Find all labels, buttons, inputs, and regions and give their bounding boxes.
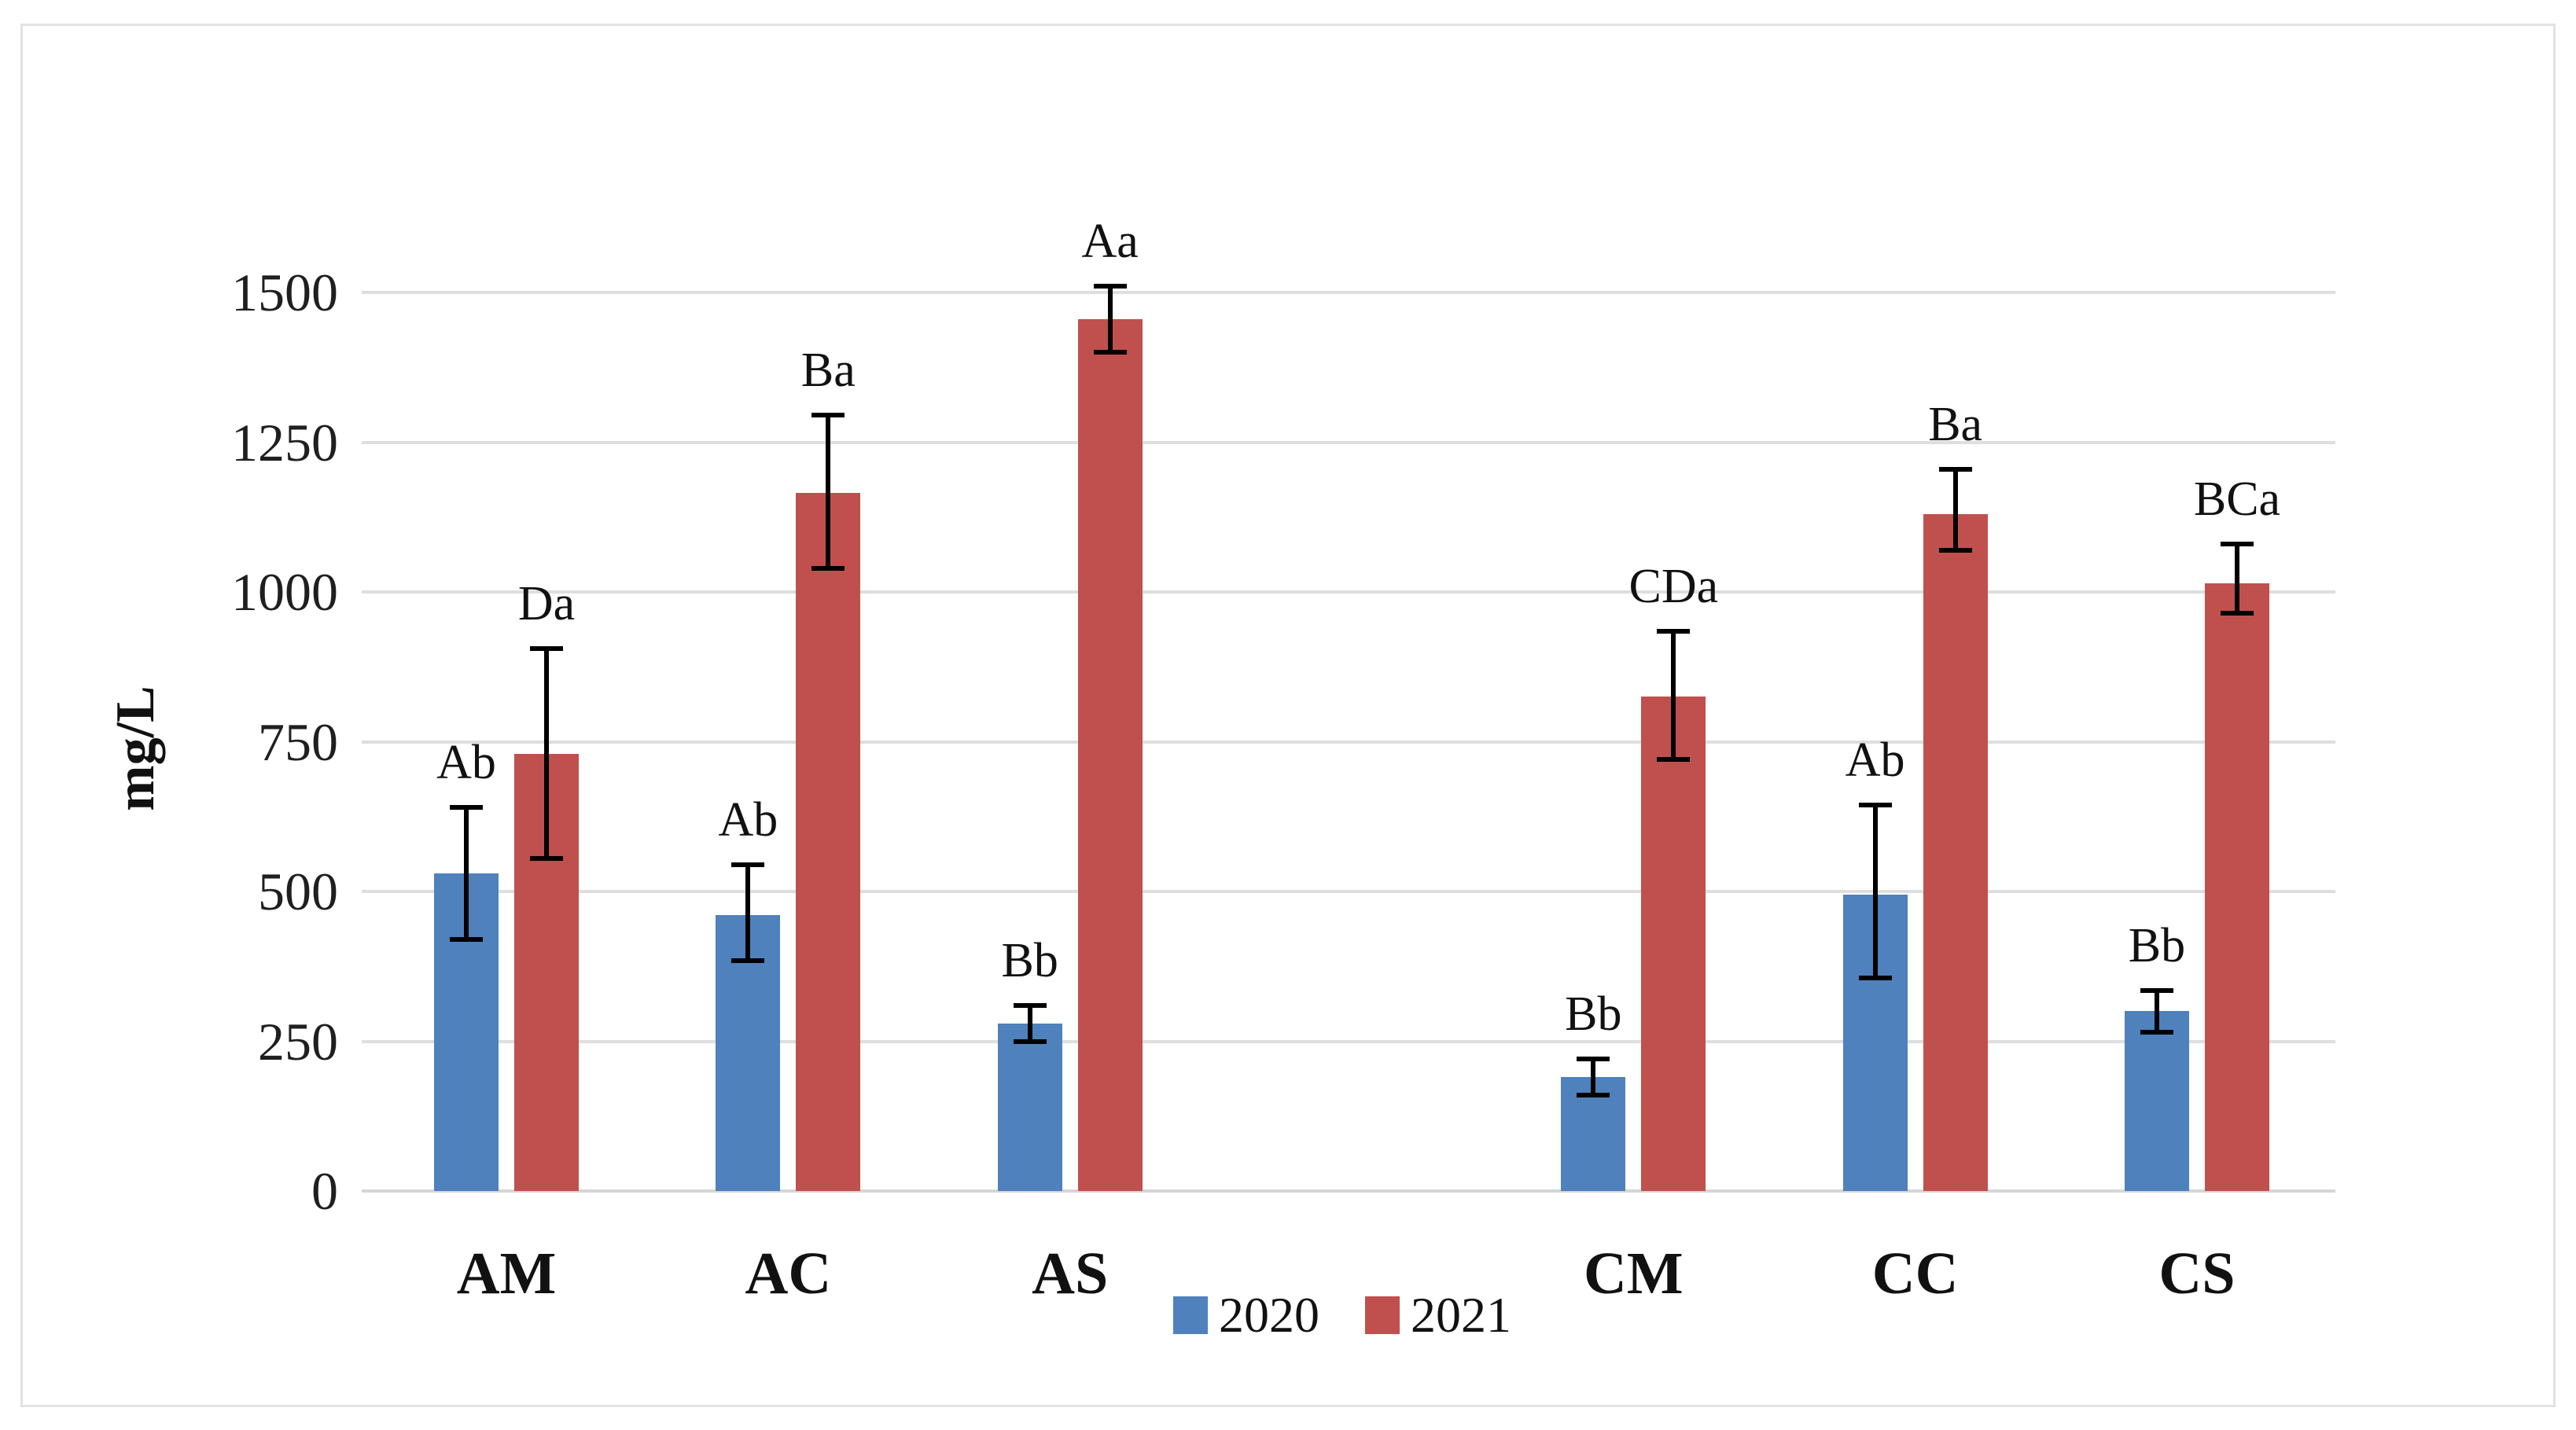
gridline xyxy=(362,440,2335,444)
error-bar-cap-top xyxy=(1938,466,1972,472)
error-bar-cap-bottom xyxy=(1938,547,1972,553)
error-bar-stem xyxy=(544,649,549,859)
error-bar-cap-bottom xyxy=(1577,1093,1610,1098)
error-bar-cap-top xyxy=(1013,1002,1047,1008)
error-bar-stem xyxy=(826,415,831,568)
x-axis-line xyxy=(362,1189,2335,1193)
bar-2021-CS xyxy=(2204,583,2269,1191)
bar-2021-CC xyxy=(1923,513,1988,1191)
error-bar-stem xyxy=(2154,990,2159,1033)
error-bar-cap-bottom xyxy=(2220,610,2254,616)
x-label-AM: AM xyxy=(456,1241,557,1307)
significance-letter: Ab xyxy=(436,736,496,790)
y-tick-label: 1500 xyxy=(231,263,338,322)
legend-swatch-2020 xyxy=(1173,1296,1208,1334)
x-label-AS: AS xyxy=(1032,1241,1109,1307)
significance-letter: Bb xyxy=(1565,987,1622,1042)
error-bar-cap-top xyxy=(811,413,845,418)
x-label-CM: CM xyxy=(1584,1241,1684,1307)
error-bar-stem xyxy=(1027,1005,1032,1042)
gridline xyxy=(362,291,2335,294)
x-label-CC: CC xyxy=(1871,1241,1959,1307)
significance-letter: Ab xyxy=(1845,733,1905,787)
significance-letter: Ab xyxy=(718,792,778,847)
y-tick-label: 250 xyxy=(258,1011,338,1072)
error-bar-cap-top xyxy=(1577,1057,1610,1062)
error-bar-cap-bottom xyxy=(811,565,845,571)
gridline xyxy=(362,1039,2335,1043)
y-tick-label: 500 xyxy=(258,862,338,921)
error-bar-cap-bottom xyxy=(731,958,765,963)
error-bar-stem xyxy=(2234,544,2239,613)
error-bar-cap-top xyxy=(1093,284,1127,289)
error-bar-stem xyxy=(1591,1059,1596,1096)
error-bar-stem xyxy=(745,864,751,961)
y-tick-label: 750 xyxy=(258,711,338,772)
legend-item-2020: 2020 xyxy=(1173,1290,1319,1340)
error-bar-cap-top xyxy=(1657,628,1691,634)
error-bar-cap-bottom xyxy=(530,856,563,862)
error-bar-cap-bottom xyxy=(1657,757,1691,763)
legend-item-2021: 2021 xyxy=(1365,1290,1511,1340)
y-tick-label: 1250 xyxy=(231,412,338,472)
error-bar-cap-top xyxy=(1858,802,1892,807)
error-bar-cap-top xyxy=(450,805,483,811)
bar-2021-AC xyxy=(796,493,861,1191)
bar-2020-AS xyxy=(997,1023,1062,1191)
error-bar-cap-bottom xyxy=(1093,350,1127,355)
error-bar-cap-top xyxy=(2140,987,2173,993)
error-bar-stem xyxy=(1872,804,1878,979)
gridline xyxy=(362,740,2335,744)
significance-letter: Ba xyxy=(1928,397,1983,451)
significance-letter: CDa xyxy=(1628,559,1719,613)
bar-2021-CM xyxy=(1641,697,1706,1191)
gridline xyxy=(362,890,2335,893)
significance-letter: Ba xyxy=(800,344,856,398)
x-label-CS: CS xyxy=(2158,1241,2236,1307)
y-tick-label: 1000 xyxy=(231,562,338,622)
y-tick-label: 0 xyxy=(311,1161,338,1221)
gridline xyxy=(362,590,2335,594)
significance-letter: Aa xyxy=(1081,215,1139,269)
bar-2020-CS xyxy=(2124,1011,2189,1191)
error-bar-stem xyxy=(1952,469,1958,550)
error-bar-stem xyxy=(1107,286,1113,353)
x-label-AC: AC xyxy=(745,1241,832,1307)
error-bar-cap-bottom xyxy=(1013,1038,1047,1044)
error-bar-stem xyxy=(1671,630,1676,760)
error-bar-cap-bottom xyxy=(450,936,483,942)
significance-letter: Da xyxy=(517,577,576,631)
significance-letter: Bb xyxy=(1001,933,1058,987)
error-bar-cap-top xyxy=(2220,542,2254,547)
error-bar-cap-top xyxy=(731,862,765,867)
legend-label-2020: 2020 xyxy=(1219,1287,1319,1343)
error-bar-stem xyxy=(464,807,469,939)
legend-swatch-2021 xyxy=(1365,1296,1400,1334)
error-bar-cap-bottom xyxy=(2140,1030,2173,1035)
significance-letter: Bb xyxy=(2128,918,2186,972)
significance-letter: BCa xyxy=(2193,472,2281,527)
bar-2021-AS xyxy=(1077,319,1143,1191)
error-bar-cap-top xyxy=(530,646,563,652)
error-bar-cap-bottom xyxy=(1858,976,1892,981)
legend: 2020 2021 xyxy=(1173,1290,1511,1340)
legend-label-2021: 2021 xyxy=(1411,1287,1511,1343)
